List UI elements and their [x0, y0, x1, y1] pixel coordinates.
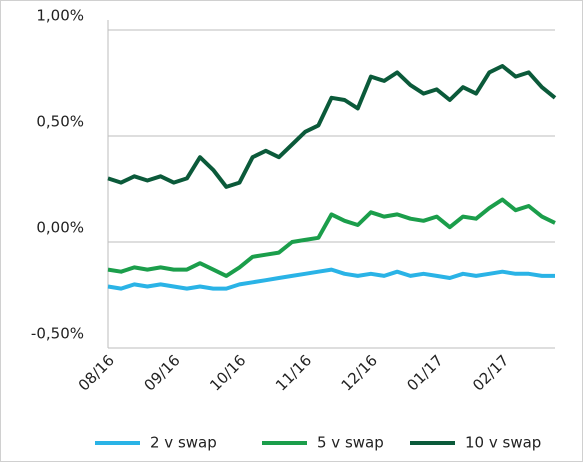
y-tick-label: -0,50%: [31, 325, 84, 343]
y-tick-label: 0,00%: [36, 219, 84, 237]
line-series: [107, 64, 557, 189]
y-tick-label: 1,00%: [36, 7, 84, 25]
legend-label: 5 v swap: [317, 434, 384, 452]
line-series: [107, 267, 555, 291]
line-series: [107, 197, 556, 278]
y-tick-label: 0,50%: [36, 113, 84, 131]
legend-label: 10 v swap: [465, 434, 541, 452]
legend-label: 2 v swap: [150, 434, 217, 452]
